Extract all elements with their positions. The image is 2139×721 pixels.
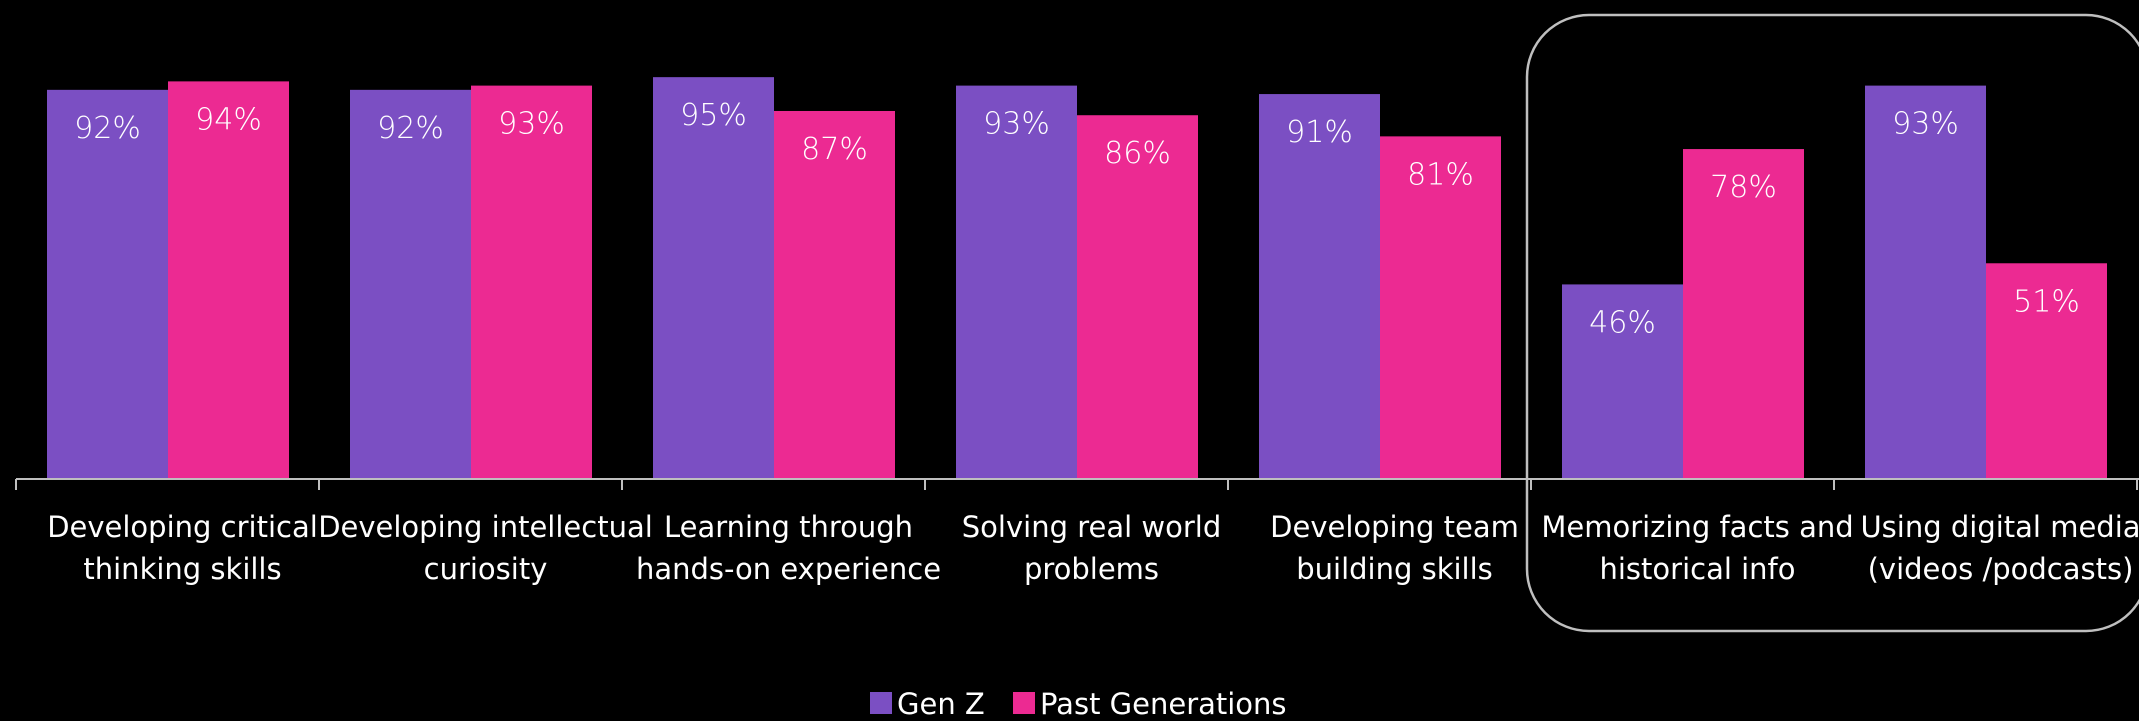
category-label-2: Learning through hands-on experience [636, 510, 941, 586]
value-labels-group: 92% 94% 92% 93% 95% 87% 93% 86% 91% 81% 46% 78% 93% 5… [74, 98, 2080, 340]
bar-past-generations-2 [774, 110, 895, 480]
x-axis [15, 478, 2139, 490]
data-label-gen-z-3: 93% [983, 107, 1050, 142]
legend-swatch-gen-z [870, 692, 892, 714]
category-label-line: (videos /podcasts) [1868, 552, 2134, 586]
category-label-line: Using digital media [1860, 510, 2139, 544]
data-label-past-generations-0: 94% [195, 102, 262, 137]
bar-past-generations-4 [1380, 136, 1501, 479]
legend-swatch-past-generations [1013, 692, 1035, 714]
data-label-gen-z-6: 93% [1892, 107, 1959, 142]
data-label-past-generations-4: 81% [1407, 157, 1474, 192]
bar-gen-z-2 [653, 77, 774, 480]
legend-label-past-generations: Past Generations [1040, 687, 1287, 721]
bar-gen-z-4 [1259, 94, 1380, 479]
category-label-0: Developing critical thinking skills [47, 510, 318, 586]
category-label-line: historical info [1599, 552, 1795, 586]
bar-gen-z-5 [1562, 284, 1683, 479]
category-label-1: Developing intellectual curiosity [318, 510, 653, 586]
bar-past-generations-6 [1986, 263, 2107, 479]
bars-group [47, 77, 2107, 480]
category-label-line: Learning through [664, 510, 913, 544]
bar-past-generations-3 [1077, 115, 1198, 479]
bar-gen-z-6 [1865, 85, 1986, 480]
category-label-line: Developing team [1270, 510, 1519, 544]
category-label-5: Memorizing facts and historical info [1541, 510, 1853, 586]
category-label-line: Solving real world [962, 510, 1221, 544]
data-label-past-generations-2: 87% [801, 132, 868, 167]
category-label-line: curiosity [424, 552, 548, 586]
category-label-line: Developing critical [47, 510, 318, 544]
category-label-line: Memorizing facts and [1541, 510, 1853, 544]
data-label-gen-z-0: 92% [74, 111, 141, 146]
bar-gen-z-3 [956, 85, 1077, 480]
data-label-gen-z-5: 46% [1589, 305, 1656, 340]
bar-past-generations-5 [1683, 149, 1804, 479]
data-label-gen-z-1: 92% [377, 111, 444, 146]
category-label-line: building skills [1296, 552, 1493, 586]
category-label-line: thinking skills [83, 552, 281, 586]
category-label-4: Developing team building skills [1270, 510, 1519, 586]
data-label-gen-z-4: 91% [1286, 115, 1353, 150]
bar-gen-z-0 [47, 89, 168, 479]
category-label-line: Developing intellectual [318, 510, 653, 544]
legend-label-gen-z: Gen Z [897, 687, 985, 721]
bar-past-generations-0 [168, 81, 289, 479]
bar-gen-z-1 [350, 89, 471, 479]
data-label-past-generations-6: 51% [2013, 284, 2080, 319]
data-label-past-generations-1: 93% [498, 107, 565, 142]
data-label-past-generations-3: 86% [1104, 136, 1171, 171]
bar-past-generations-1 [471, 85, 592, 480]
legend: Gen Z Past Generations [870, 687, 1287, 721]
category-label-line: problems [1024, 552, 1159, 586]
category-label-3: Solving real world problems [962, 510, 1221, 586]
category-labels-group: Developing critical thinking skillsDevelo… [47, 510, 2139, 586]
data-label-past-generations-5: 78% [1710, 170, 1777, 205]
category-label-6: Using digital media (videos /podcasts) [1860, 510, 2139, 586]
highlight-box [1525, 13, 2139, 633]
category-label-line: hands-on experience [636, 552, 941, 586]
data-label-gen-z-2: 95% [680, 98, 747, 133]
